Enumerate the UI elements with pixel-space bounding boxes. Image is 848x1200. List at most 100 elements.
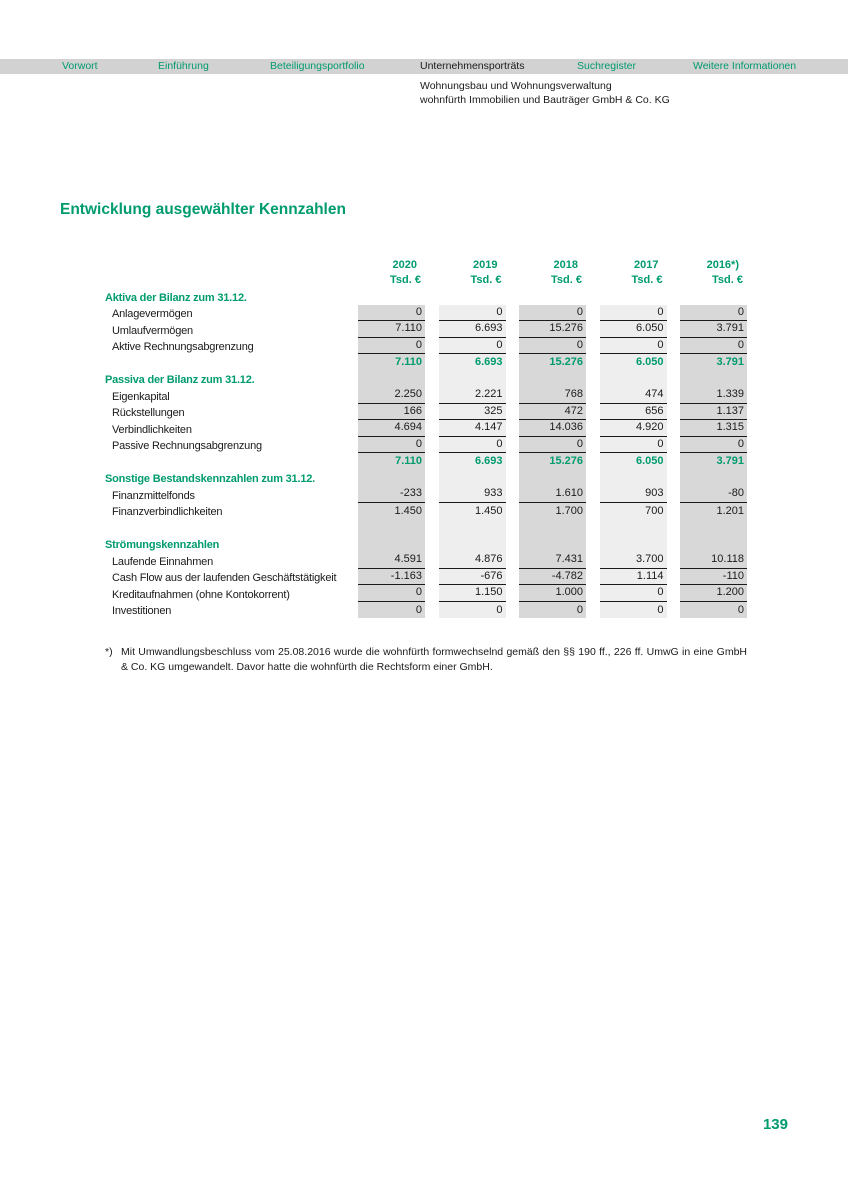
value-cell: 1.339 [680,387,747,404]
value-cell: 7.110 [395,356,422,368]
row-label: Passive Rechnungsabgrenzung [112,440,262,452]
row-label: Rückstellungen [112,407,185,419]
row-label: Investitionen [112,605,172,617]
column-header-unit: Tsd. € [712,273,743,286]
value-cell: 7.110 [395,455,422,467]
value-cell: 0 [519,305,586,321]
value-cell: 472 [519,404,586,420]
value-cell: 15.276 [549,455,583,467]
column-band [519,304,586,618]
table-total-row: 7.110 6.693 15.276 6.050 3.791 [105,453,747,470]
value-cell: 0 [358,338,425,354]
value-cell: 933 [438,486,506,503]
section-header: Strömungskennzahlen [105,539,220,551]
value-cell: 0 [599,338,667,354]
nav-item-beteiligungsportfolio[interactable]: Beteiligungsportfolio [270,60,365,72]
value-cell: 768 [519,387,586,404]
company-line: wohnfürth Immobilien und Bauträger GmbH … [420,93,670,106]
table-row: Verbindlichkeiten 4.694 4.147 14.036 4.920 1.… [105,420,747,437]
value-cell: 15.276 [519,321,586,338]
column-band [599,304,667,618]
section-header: Sonstige Bestandskennzahlen zum 31.12. [105,473,316,485]
nav-item-suchregister[interactable]: Suchregister [577,60,636,72]
value-cell: -110 [680,569,747,585]
value-cell: 656 [599,404,667,420]
section-header-row: Aktiva der Bilanz zum 31.12. [105,288,747,305]
nav-item-einfuehrung[interactable]: Einführung [158,60,209,72]
column-header-year: 2017 [634,258,659,271]
value-cell: 1.450 [394,504,422,517]
table-row: Passive Rechnungsabgrenzung 0 0 0 0 0 [105,437,747,453]
top-navigation-bar: Vorwort Einführung Beteiligungsportfolio… [0,59,848,74]
value-cell: 1.610 [519,486,586,503]
page-title: Entwicklung ausgewählter Kennzahlen [60,201,346,218]
value-cell: 0 [358,305,425,321]
table-row: Finanzmittelfonds -233 933 1.610 903 -80 [105,486,747,503]
value-cell: 0 [496,603,503,616]
table-row: Aktive Rechnungsabgrenzung 0 0 0 0 0 [105,338,747,354]
section-header: Passiva der Bilanz zum 31.12. [105,374,255,386]
value-cell: 10.118 [680,552,747,569]
footnote-text: Mit Umwandlungsbeschluss vom 25.08.2016 … [121,646,747,673]
value-cell: 3.700 [599,552,667,569]
nav-item-vorwort[interactable]: Vorwort [62,60,98,72]
table-body: Aktiva der Bilanz zum 31.12. Anlagevermög… [105,288,747,618]
value-cell: 0 [599,585,667,602]
value-cell: -1.163 [358,569,425,585]
column-band [358,304,425,618]
row-label: Aktive Rechnungsabgrenzung [112,341,254,353]
value-cell: 4.591 [358,552,425,569]
row-label: Finanzmittelfonds [112,489,195,502]
value-cell: 0 [680,437,747,453]
value-cell: 6.050 [599,321,667,338]
value-cell: 4.147 [438,420,506,437]
column-band [680,304,747,618]
value-cell: 325 [438,404,506,420]
table-row: Anlagevermögen 0 0 0 0 0 [105,305,747,321]
column-header-year: 2019 [473,258,498,271]
value-cell: 15.276 [549,356,583,368]
nav-item-unternehmensportraets[interactable]: Unternehmensporträts [420,60,525,72]
chapter-header: Wohnungsbau und Wohnungsverwaltung wohnf… [420,80,670,107]
unit-header-row: Tsd. € Tsd. € Tsd. € Tsd. € Tsd. € [105,273,747,288]
value-cell: 6.050 [635,356,664,368]
value-cell: 474 [599,387,667,404]
value-cell: 6.050 [635,455,664,467]
column-header-year: 2018 [553,258,578,271]
table-row: Cash Flow aus der laufenden Geschäftstät… [105,569,747,585]
value-cell: 903 [599,486,667,503]
value-cell: 0 [657,603,664,616]
table-row: Investitionen 0 0 0 0 0 [105,602,747,619]
column-header-unit: Tsd. € [631,273,663,286]
value-cell: 0 [519,338,586,354]
year-header-row: 2020 2019 2018 2017 2016*) [105,258,747,273]
nav-item-weitere-informationen[interactable]: Weitere Informationen [693,60,797,72]
spacer-row [105,519,747,536]
column-band [438,304,506,618]
value-cell: 166 [358,404,425,420]
value-cell: 0 [438,338,506,354]
section-header-row: Strömungskennzahlen [105,536,747,553]
column-header-unit: Tsd. € [390,273,421,286]
value-cell: 0 [438,305,506,321]
value-cell: 3.791 [680,321,747,338]
value-cell: 4.920 [599,420,667,437]
section-header-row: Sonstige Bestandskennzahlen zum 31.12. [105,470,747,487]
footnote: *) Mit Umwandlungsbeschluss vom 25.08.20… [105,645,747,674]
column-header-year: 2016*) [706,258,739,271]
value-cell: 0 [576,603,583,616]
value-cell: 1.000 [519,585,586,602]
value-cell: 0 [415,603,422,616]
row-label: Anlagevermögen [112,308,193,320]
value-cell: 0 [599,437,667,453]
value-cell: 4.876 [438,552,506,569]
table-row: Kreditaufnahmen (ohne Kontokorrent) 0 1.15… [105,585,747,602]
value-cell: 6.693 [474,455,503,467]
row-label: Finanzverbindlichkeiten [112,506,223,518]
value-cell: 14.036 [519,420,586,437]
value-cell: -676 [438,569,506,585]
value-cell: 7.431 [519,552,586,569]
table-total-row: 7.110 6.693 15.276 6.050 3.791 [105,354,747,371]
value-cell: 4.694 [358,420,425,437]
value-cell: -80 [680,486,747,503]
